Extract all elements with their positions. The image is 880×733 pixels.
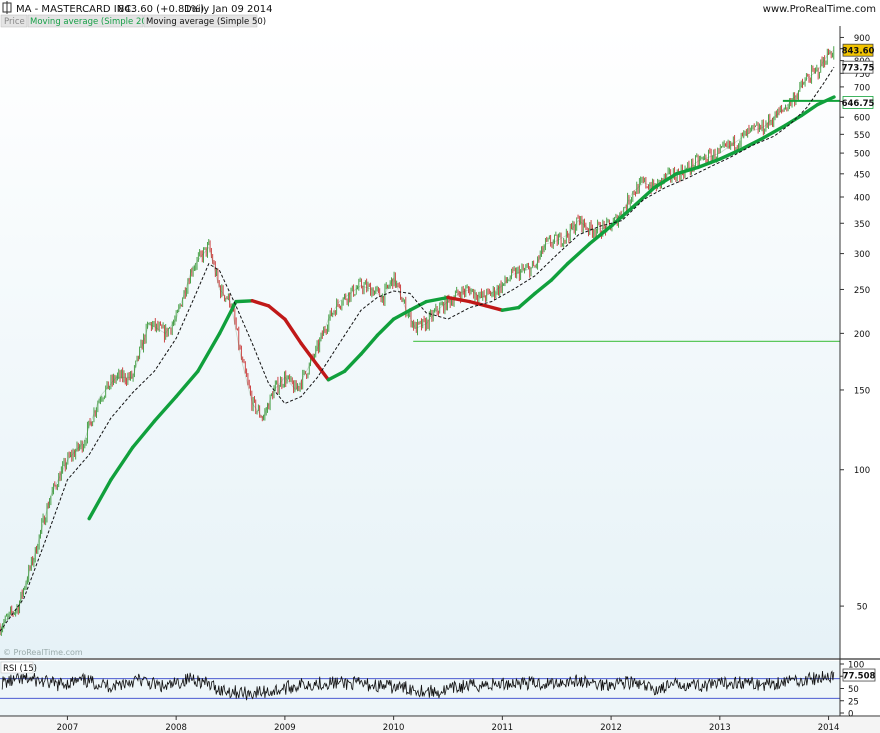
symbol-title: MA - MASTERCARD INC. [16,4,134,15]
price-tick-label: 300 [854,250,870,260]
legend-ma50-tab[interactable] [143,14,258,28]
watermark: © ProRealTime.com [3,648,83,657]
ma200-segment [484,304,505,312]
time-axis-background [0,717,880,733]
ma200-segment [196,331,222,373]
ma200-segment [87,478,113,521]
price-badge-label: 646.75 [842,99,875,109]
price-badge [842,43,874,57]
price-tick-label: 250 [854,286,870,296]
time-tick-label: 2011 [492,723,514,733]
ma200-segment [375,317,396,338]
time-tick-label: 2009 [274,723,296,733]
ma200-segment [359,333,380,356]
ma200-segment [283,317,303,346]
ma200-segment [533,278,553,296]
ma200-segment [500,305,521,312]
price-tick-label: 900 [854,34,870,44]
legend-ma200-tab[interactable] [27,14,144,28]
main-panel-background [0,26,840,658]
period-date: Daily Jan 09 2014 [184,4,272,15]
ma200-segment [783,113,804,128]
ma200-segment [152,394,178,423]
ma200-segment [315,363,331,382]
price-tick-label: 150 [854,386,870,396]
ma200-segment [516,291,537,310]
price-badge-label: 773.75 [842,64,875,74]
ma200-segment [130,419,157,450]
last-change: 843.60 (+0.81%) [118,4,204,15]
legend-price-label: Price [4,17,25,27]
rsi-label: RSI (15) [3,664,37,674]
ma200-segment [109,445,135,482]
ma200-segment [391,308,412,321]
ma200-segment [799,102,820,118]
time-tick-label: 2013 [709,723,731,733]
time-tick-label: 2012 [600,723,622,733]
ma200-segment [174,369,200,399]
ma200-segment [299,341,320,368]
ma200-segment [250,299,271,308]
ma200-segment [424,295,450,304]
ma200-segment [565,242,592,266]
price-tick-label: 500 [854,150,870,160]
ma200-segment [696,157,722,170]
rsi-line [1,670,835,701]
ma200-segment [549,261,570,282]
time-tick-label: 2007 [57,723,79,733]
ma200-segment [342,352,363,373]
time-tick-label: 2014 [818,723,840,733]
ma200-segment [408,299,428,312]
price-badge [842,96,874,109]
ma200-line [87,95,836,521]
ma200-segment [217,299,238,336]
legend-bar: Price Moving average (Simple 200) Moving… [0,14,266,28]
time-tick-label: 2010 [383,723,405,733]
ma200-segment [587,224,613,246]
ma200-segment [468,299,488,308]
rsi-tick-label: 100 [848,661,864,671]
price-tick-label: 700 [854,83,870,93]
ma200-segment [266,304,287,321]
legend-price-tab[interactable] [0,14,28,28]
rsi-panel-background [0,661,840,716]
legend-ma200-label: Moving average (Simple 200) [30,17,156,27]
ma200-segment [609,205,635,228]
price-tick-label: 400 [854,193,870,203]
time-tick-label: 2008 [165,723,187,733]
site-link[interactable]: www.ProRealTime.com [763,4,876,15]
rsi-tick-label: 25 [848,697,859,707]
ma200-segment [815,95,836,107]
price-tick-label: 50 [857,603,868,613]
ma200-segment [446,295,472,304]
price-badge [842,60,874,74]
rsi-value-label: 77.508 [843,672,876,682]
ma200-segment [761,123,787,140]
price-tick-label: 450 [854,170,870,180]
rsi-tick-label: 50 [848,685,859,695]
ma200-segment [631,185,657,209]
ma200-segment [739,136,766,151]
price-tick-label: 750 [854,70,870,80]
rsi-label-box [0,661,34,674]
ma200-segment [234,299,254,304]
legend-ma50-label: Moving average (Simple 50) [146,17,266,27]
ma50-line [0,66,835,632]
ma200-segment [652,172,679,190]
chart-header: MA - MASTERCARD INC. 843.60 (+0.81%) Dai… [2,1,876,15]
rsi-value-badge [842,668,876,682]
price-tick-label: 100 [854,466,870,476]
price-tick-label: 350 [854,220,870,230]
rsi-tick-label: 0 [848,710,853,720]
price-badge-label: 843.60 [842,47,875,57]
ma200-segment [718,147,744,161]
ma200-segment [674,165,700,176]
ma200-segment [326,369,347,382]
price-tick-label: 200 [854,330,870,340]
price-tick-label: 600 [854,114,870,124]
price-tick-label: 550 [854,131,870,141]
